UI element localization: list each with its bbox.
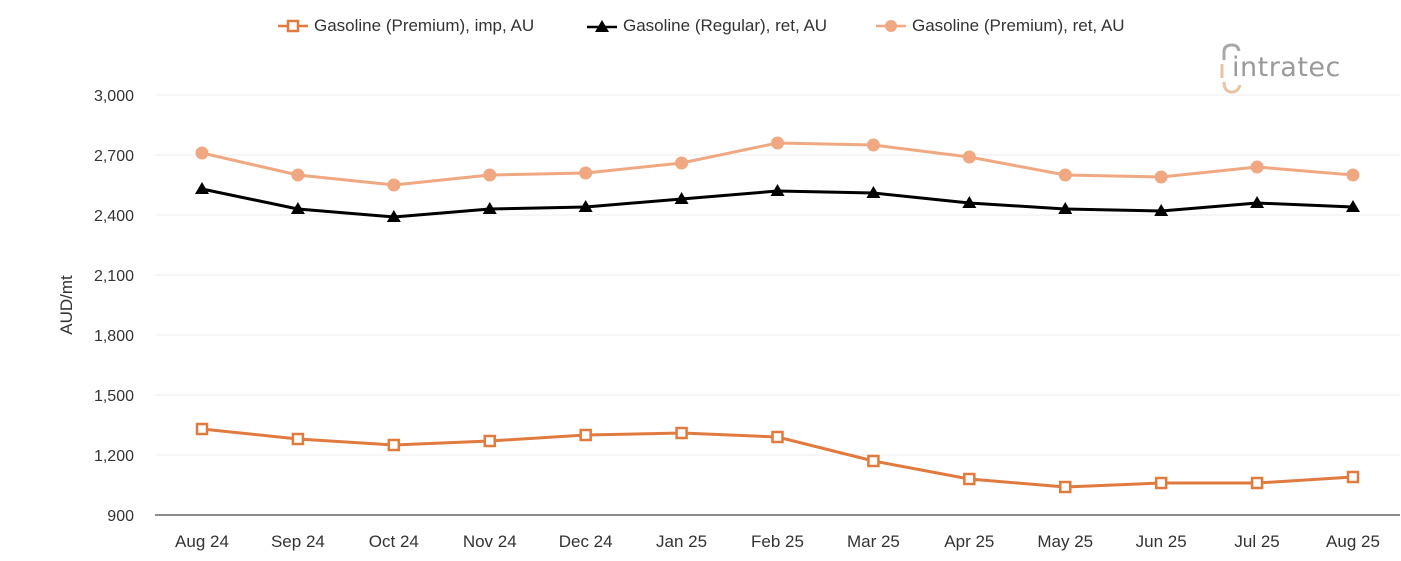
data-point[interactable] — [1250, 196, 1265, 208]
data-point[interactable] — [1059, 480, 1072, 494]
data-point[interactable] — [195, 422, 209, 436]
legend-item-regular-ret[interactable]: Gasoline (Regular), ret, AU — [587, 16, 827, 36]
data-point[interactable] — [1250, 160, 1264, 174]
series-line — [195, 422, 1360, 494]
y-tick-label: 3,000 — [94, 88, 134, 105]
data-point[interactable] — [290, 202, 305, 214]
y-tick-label: 2,700 — [94, 148, 134, 165]
data-point[interactable] — [195, 146, 209, 160]
x-tick-label: Nov 24 — [463, 532, 517, 551]
data-point[interactable] — [674, 192, 689, 204]
x-axis: Aug 24 Sep 24 Oct 24 Nov 24 Dec 24 Jan 25 Feb … — [175, 532, 1380, 551]
data-point[interactable] — [1346, 470, 1360, 484]
legend-label: Gasoline (Regular), ret, AU — [623, 16, 828, 35]
data-point[interactable] — [387, 178, 401, 192]
gridlines — [155, 94, 1400, 516]
data-point[interactable] — [675, 156, 689, 170]
data-point[interactable] — [1058, 202, 1073, 214]
y-tick-label: 900 — [107, 508, 134, 525]
data-point[interactable] — [578, 200, 593, 212]
data-point[interactable] — [387, 438, 401, 452]
data-point[interactable] — [1346, 200, 1360, 212]
y-axis: 900 1,200 1,500 1,800 2,100 2,400 2,700 3,000 — [94, 88, 134, 525]
x-tick-label: Apr 25 — [944, 532, 994, 551]
x-tick-label: Jan 25 — [656, 532, 707, 551]
circle-marker-icon — [876, 20, 906, 32]
data-point[interactable] — [771, 136, 784, 150]
data-point[interactable] — [291, 168, 305, 182]
data-point[interactable] — [771, 430, 784, 444]
logo-text: intratec — [1232, 52, 1341, 83]
data-series — [195, 136, 1360, 494]
data-point[interactable] — [962, 196, 977, 208]
x-tick-label: May 25 — [1037, 532, 1093, 551]
data-point[interactable] — [1058, 168, 1072, 182]
data-point[interactable] — [1154, 476, 1168, 490]
x-tick-label: Jul 25 — [1234, 532, 1279, 551]
data-point[interactable] — [962, 150, 976, 164]
data-point[interactable] — [1250, 476, 1264, 490]
data-point[interactable] — [482, 202, 497, 214]
y-axis-label: AUD/mt — [57, 275, 76, 335]
x-tick-label: Dec 24 — [559, 532, 613, 551]
y-tick-label: 1,800 — [94, 328, 134, 345]
data-point[interactable] — [770, 184, 785, 196]
y-tick-label: 2,100 — [94, 268, 134, 285]
data-point[interactable] — [483, 434, 496, 448]
data-point[interactable] — [866, 186, 881, 198]
legend-item-premium-imp[interactable]: Gasoline (Premium), imp, AU — [278, 16, 534, 36]
logo-mark-icon — [1220, 43, 1242, 94]
x-tick-label: Jun 25 — [1136, 532, 1187, 551]
data-point[interactable] — [579, 166, 593, 180]
data-point[interactable] — [675, 426, 688, 440]
data-point[interactable] — [1154, 204, 1169, 216]
y-tick-label: 1,200 — [94, 448, 134, 465]
open-square-marker-icon — [278, 19, 308, 33]
data-point[interactable] — [1346, 168, 1360, 182]
data-point[interactable] — [195, 182, 209, 194]
series-line — [195, 136, 1360, 192]
data-point[interactable] — [483, 168, 497, 182]
legend-item-premium-ret[interactable]: Gasoline (Premium), ret, AU — [876, 16, 1125, 36]
triangle-marker-icon — [587, 20, 617, 32]
data-point[interactable] — [579, 428, 592, 442]
legend-label: Gasoline (Premium), imp, AU — [314, 16, 535, 35]
x-tick-label: Aug 25 — [1326, 532, 1380, 551]
x-tick-label: Aug 24 — [175, 532, 229, 551]
legend-label: Gasoline (Premium), ret, AU — [912, 16, 1125, 35]
data-point[interactable] — [963, 472, 976, 486]
y-tick-label: 2,400 — [94, 208, 134, 225]
data-point[interactable] — [291, 432, 305, 446]
x-tick-label: Sep 24 — [271, 532, 325, 551]
data-point[interactable] — [386, 210, 401, 222]
y-tick-label: 1,500 — [94, 388, 134, 405]
intratec-logo: intratec — [1218, 42, 1378, 96]
x-tick-label: Feb 25 — [751, 532, 804, 551]
data-point[interactable] — [867, 454, 880, 468]
series-line — [195, 182, 1360, 222]
data-point[interactable] — [866, 138, 880, 152]
data-point[interactable] — [1154, 170, 1168, 184]
x-tick-label: Mar 25 — [847, 532, 900, 551]
chart-legend: Gasoline (Premium), imp, AU Gasoline (Re… — [0, 16, 1401, 40]
x-tick-label: Oct 24 — [369, 532, 419, 551]
